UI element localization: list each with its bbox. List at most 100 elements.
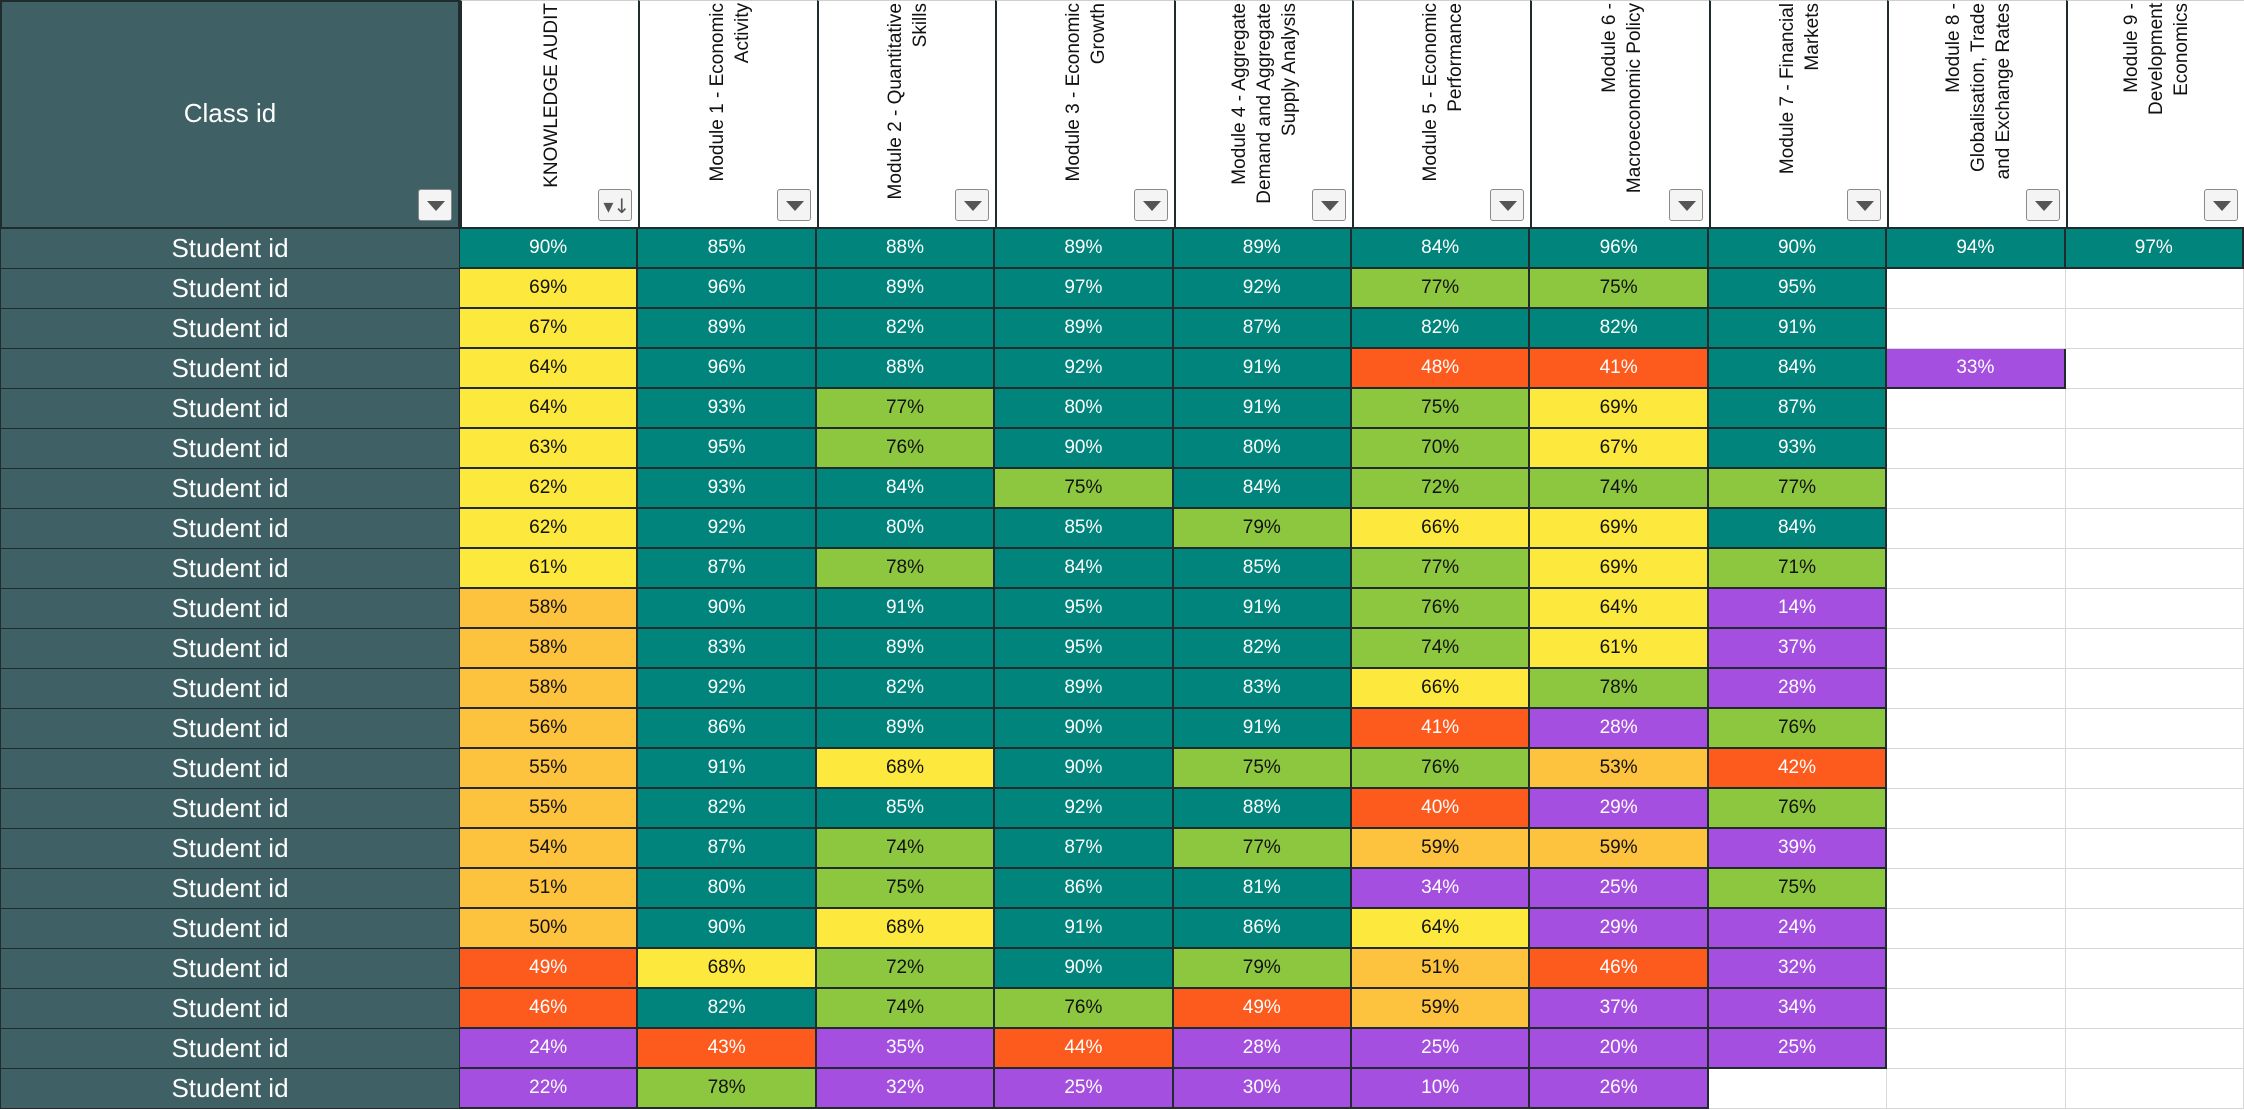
student-id-cell[interactable]: Student id <box>0 949 460 989</box>
score-cell[interactable] <box>1887 949 2066 989</box>
sort-filter-button[interactable]: ▾↓ <box>598 189 633 221</box>
score-cell[interactable]: 61% <box>460 549 639 589</box>
score-cell[interactable]: 87% <box>638 829 817 869</box>
score-cell[interactable]: 90% <box>1708 229 1888 269</box>
score-cell[interactable]: 88% <box>816 229 996 269</box>
score-cell[interactable]: 34% <box>1352 869 1531 909</box>
score-cell[interactable]: 68% <box>816 909 996 949</box>
score-cell[interactable] <box>2065 669 2244 709</box>
score-cell[interactable]: 32% <box>1708 949 1888 989</box>
score-cell[interactable] <box>1887 629 2066 669</box>
score-cell[interactable]: 43% <box>638 1029 817 1069</box>
score-cell[interactable]: 39% <box>1708 829 1888 869</box>
score-cell[interactable] <box>1887 309 2066 349</box>
score-cell[interactable]: 78% <box>1530 669 1709 709</box>
score-cell[interactable]: 49% <box>1173 989 1352 1029</box>
score-cell[interactable]: 75% <box>1708 869 1888 909</box>
score-cell[interactable]: 59% <box>1352 989 1531 1029</box>
score-cell[interactable]: 87% <box>1708 389 1888 429</box>
score-cell[interactable]: 55% <box>460 789 639 829</box>
score-cell[interactable]: 28% <box>1173 1029 1352 1069</box>
score-cell[interactable]: 85% <box>638 229 817 269</box>
column-header-5[interactable]: Module 4 - Aggregate Demand and Aggregat… <box>1173 0 1352 229</box>
score-cell[interactable]: 49% <box>460 949 639 989</box>
score-cell[interactable]: 74% <box>816 829 996 869</box>
score-cell[interactable]: 84% <box>995 549 1174 589</box>
score-cell[interactable]: 75% <box>1352 389 1531 429</box>
score-cell[interactable]: 37% <box>1530 989 1709 1029</box>
score-cell[interactable]: 93% <box>1708 429 1888 469</box>
score-cell[interactable]: 76% <box>1708 789 1888 829</box>
score-cell[interactable] <box>2065 589 2244 629</box>
score-cell[interactable] <box>2065 509 2244 549</box>
column-header-4[interactable]: Module 3 - Economic Growth <box>995 0 1174 229</box>
score-cell[interactable]: 91% <box>1173 389 1352 429</box>
filter-dropdown-button[interactable] <box>776 189 811 221</box>
score-cell[interactable]: 35% <box>816 1029 996 1069</box>
score-cell[interactable]: 25% <box>1708 1029 1888 1069</box>
score-cell[interactable]: 92% <box>995 349 1174 389</box>
score-cell[interactable]: 85% <box>995 509 1174 549</box>
score-cell[interactable]: 97% <box>2065 229 2244 269</box>
score-cell[interactable]: 56% <box>460 709 639 749</box>
score-cell[interactable]: 29% <box>1530 909 1709 949</box>
score-cell[interactable]: 72% <box>816 949 996 989</box>
score-cell[interactable]: 80% <box>816 509 996 549</box>
score-cell[interactable]: 59% <box>1352 829 1531 869</box>
score-cell[interactable] <box>2065 549 2244 589</box>
score-cell[interactable] <box>1887 869 2066 909</box>
score-cell[interactable]: 64% <box>460 349 639 389</box>
score-cell[interactable]: 89% <box>816 629 996 669</box>
score-cell[interactable]: 90% <box>995 709 1174 749</box>
score-cell[interactable]: 89% <box>638 309 817 349</box>
student-id-cell[interactable]: Student id <box>0 429 460 469</box>
student-id-cell[interactable]: Student id <box>0 989 460 1029</box>
score-cell[interactable] <box>1887 789 2066 829</box>
score-cell[interactable]: 24% <box>460 1029 639 1069</box>
score-cell[interactable]: 67% <box>460 309 639 349</box>
score-cell[interactable] <box>1887 429 2066 469</box>
score-cell[interactable] <box>2065 949 2244 989</box>
student-id-cell[interactable]: Student id <box>0 909 460 949</box>
filter-dropdown-button[interactable] <box>2203 189 2238 221</box>
score-cell[interactable]: 84% <box>1352 229 1531 269</box>
class-filter-button[interactable] <box>418 189 452 221</box>
score-cell[interactable]: 79% <box>1173 509 1352 549</box>
column-header-7[interactable]: Module 6 - Macroeconomic Policy <box>1530 0 1709 229</box>
score-cell[interactable] <box>2065 429 2244 469</box>
score-cell[interactable]: 20% <box>1530 1029 1709 1069</box>
score-cell[interactable] <box>2065 469 2244 509</box>
score-cell[interactable]: 78% <box>816 549 996 589</box>
filter-dropdown-button[interactable] <box>2025 189 2060 221</box>
score-cell[interactable]: 25% <box>1530 869 1709 909</box>
student-id-cell[interactable]: Student id <box>0 1029 460 1069</box>
score-cell[interactable]: 91% <box>995 909 1174 949</box>
score-cell[interactable] <box>2065 269 2244 309</box>
score-cell[interactable] <box>2065 349 2244 389</box>
score-cell[interactable] <box>1887 589 2066 629</box>
score-cell[interactable]: 82% <box>1352 309 1531 349</box>
score-cell[interactable]: 89% <box>816 269 996 309</box>
score-cell[interactable]: 59% <box>1530 829 1709 869</box>
score-cell[interactable]: 61% <box>1530 629 1709 669</box>
score-cell[interactable]: 90% <box>638 589 817 629</box>
score-cell[interactable] <box>1887 269 2066 309</box>
student-id-cell[interactable]: Student id <box>0 389 460 429</box>
score-cell[interactable]: 76% <box>816 429 996 469</box>
score-cell[interactable]: 54% <box>460 829 639 869</box>
filter-dropdown-button[interactable] <box>1847 189 1882 221</box>
score-cell[interactable]: 76% <box>1352 589 1531 629</box>
score-cell[interactable] <box>2065 309 2244 349</box>
score-cell[interactable]: 77% <box>1352 269 1531 309</box>
score-cell[interactable]: 95% <box>995 589 1174 629</box>
score-cell[interactable]: 74% <box>1530 469 1709 509</box>
score-cell[interactable]: 86% <box>995 869 1174 909</box>
score-cell[interactable]: 50% <box>460 909 639 949</box>
student-id-cell[interactable]: Student id <box>0 709 460 749</box>
score-cell[interactable]: 79% <box>1173 949 1352 989</box>
score-cell[interactable]: 48% <box>1352 349 1531 389</box>
score-cell[interactable]: 82% <box>1173 629 1352 669</box>
column-header-3[interactable]: Module 2 - Quantitative Skills <box>816 0 996 229</box>
score-cell[interactable]: 89% <box>1173 229 1352 269</box>
score-cell[interactable]: 41% <box>1352 709 1531 749</box>
